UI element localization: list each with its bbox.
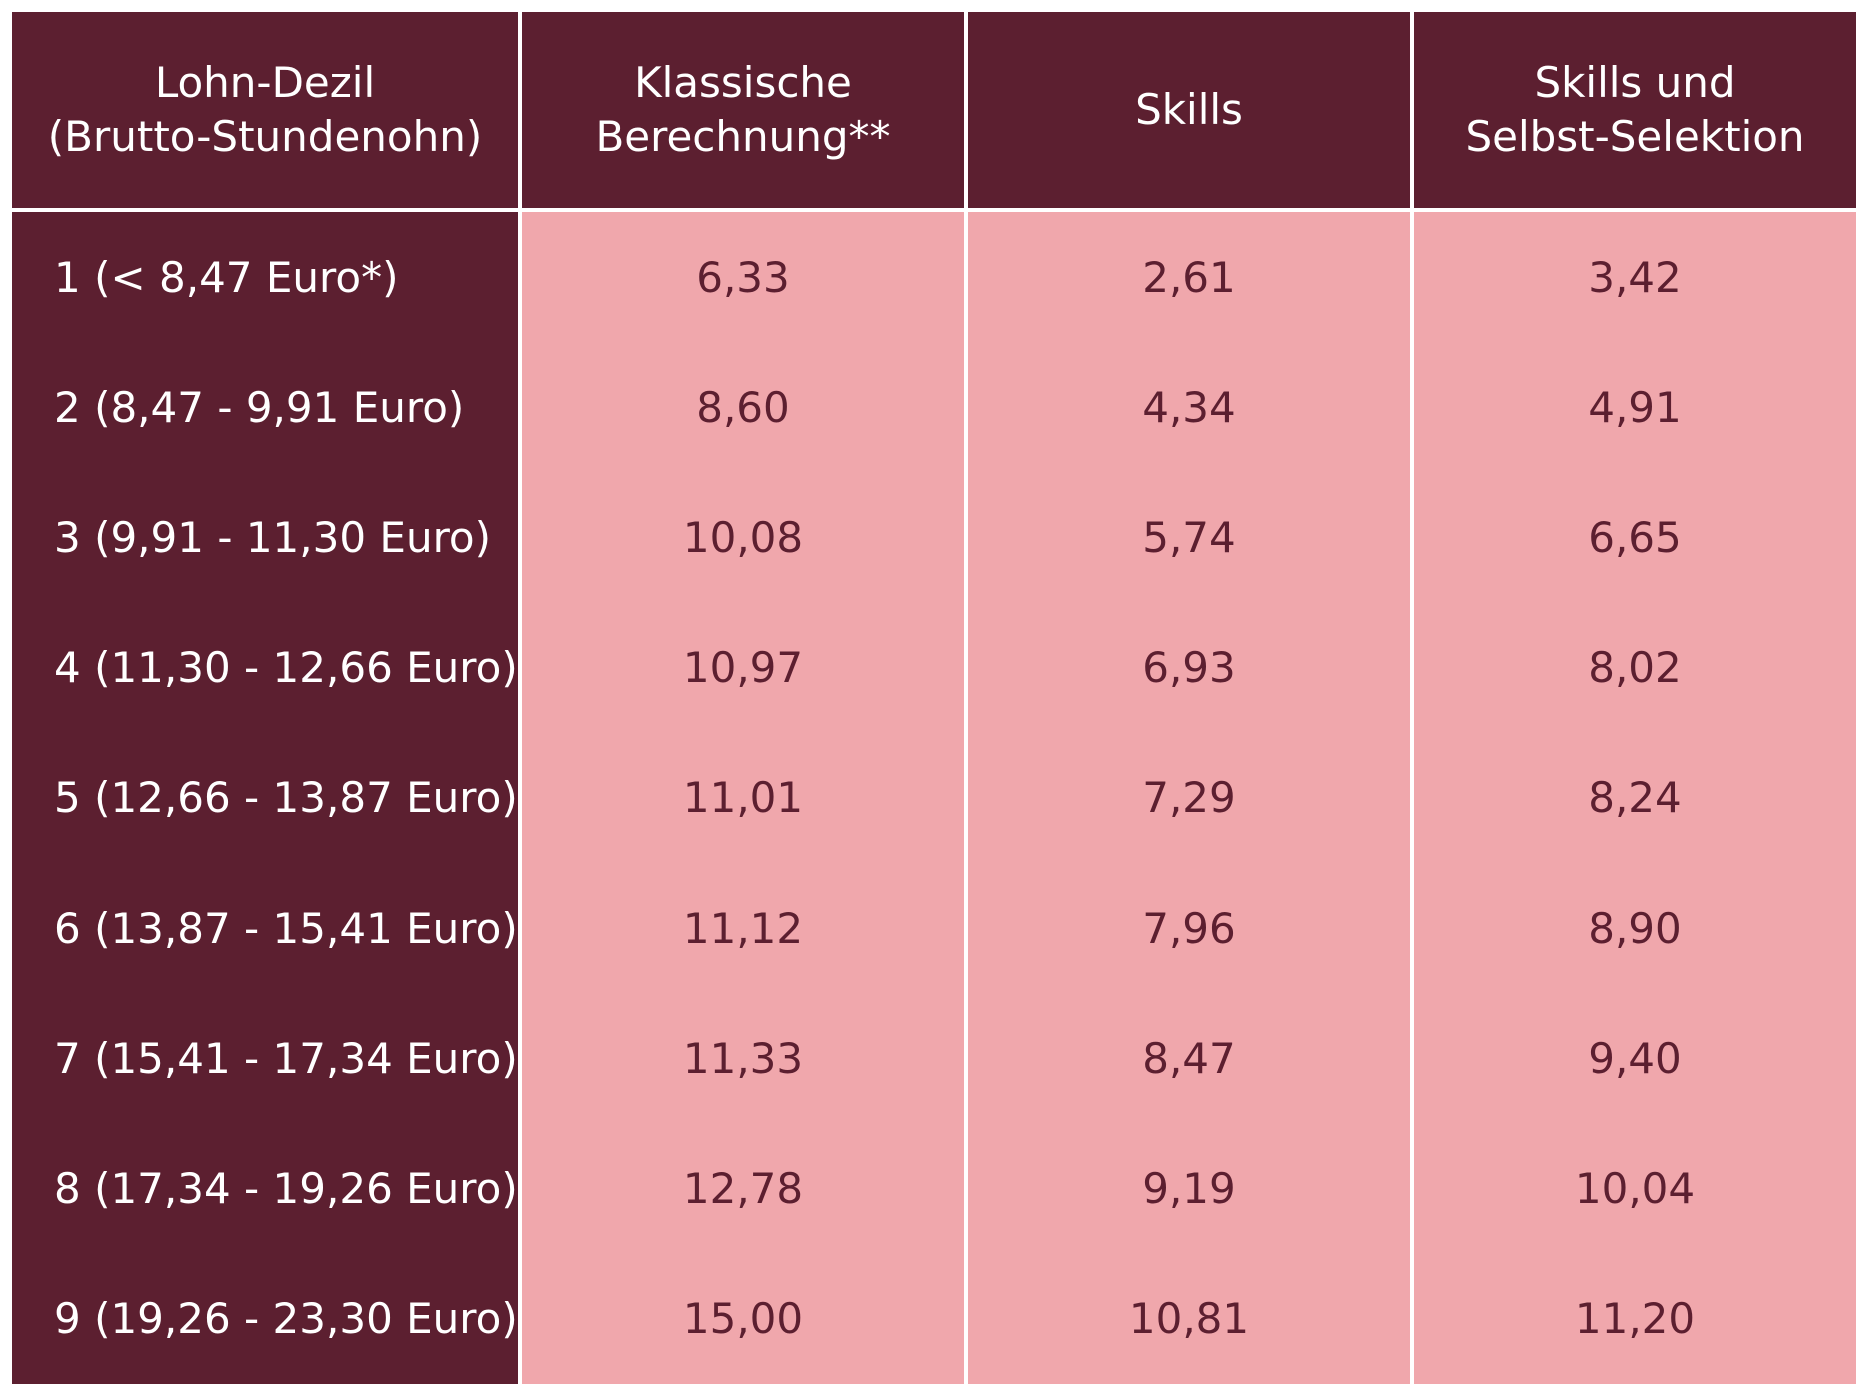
value-classic-calculation: 6,33 — [522, 212, 964, 343]
row-label-wage-decile: 8 (17,34 - 19,26 Euro) — [12, 1123, 518, 1254]
column-divider — [1410, 12, 1414, 208]
value-skills: 7,29 — [968, 732, 1410, 863]
table-row: 8 (17,34 - 19,26 Euro) 12,78 9,19 10,04 — [12, 1123, 1858, 1254]
value-skills-self-selection: 11,20 — [1414, 1253, 1856, 1384]
value-classic-calculation: 11,12 — [522, 862, 964, 994]
column-divider — [518, 342, 522, 473]
column-divider — [964, 732, 968, 863]
header-separator — [12, 208, 1858, 212]
value-skills: 6,93 — [968, 602, 1410, 733]
column-divider — [964, 472, 968, 603]
value-skills-self-selection: 4,91 — [1414, 342, 1856, 473]
column-divider — [1410, 602, 1414, 733]
row-label-wage-decile: 5 (12,66 - 13,87 Euro) — [12, 732, 518, 863]
column-divider — [964, 862, 968, 994]
column-divider — [1410, 1253, 1414, 1384]
value-classic-calculation: 11,33 — [522, 993, 964, 1124]
column-divider — [518, 12, 522, 208]
table-row: 5 (12,66 - 13,87 Euro) 11,01 7,29 8,24 — [12, 732, 1858, 863]
column-divider — [964, 342, 968, 473]
column-divider — [518, 732, 522, 863]
column-divider — [518, 1123, 522, 1254]
value-skills: 7,96 — [968, 862, 1410, 994]
row-label-wage-decile: 2 (8,47 - 9,91 Euro) — [12, 342, 518, 473]
wage-decile-table: Lohn-Dezil (Brutto-Stundenohn) Klassisch… — [12, 12, 1858, 1384]
table-header-row: Lohn-Dezil (Brutto-Stundenohn) Klassisch… — [12, 12, 1858, 208]
value-skills: 2,61 — [968, 212, 1410, 343]
column-divider — [1410, 1123, 1414, 1254]
column-divider — [1410, 342, 1414, 473]
row-label-wage-decile: 4 (11,30 - 12,66 Euro) — [12, 602, 518, 733]
column-divider — [964, 993, 968, 1124]
value-skills-self-selection: 8,90 — [1414, 862, 1856, 994]
column-divider — [518, 1253, 522, 1384]
header-skills: Skills — [968, 12, 1410, 208]
value-skills: 8,47 — [968, 993, 1410, 1124]
value-skills-self-selection: 9,40 — [1414, 993, 1856, 1124]
table-row: 6 (13,87 - 15,41 Euro) 11,12 7,96 8,90 — [12, 862, 1858, 994]
value-skills-self-selection: 10,04 — [1414, 1123, 1856, 1254]
column-divider — [1410, 472, 1414, 603]
value-classic-calculation: 15,00 — [522, 1253, 964, 1384]
value-skills-self-selection: 8,02 — [1414, 602, 1856, 733]
column-divider — [964, 12, 968, 208]
table-row: 7 (15,41 - 17,34 Euro) 11,33 8,47 9,40 — [12, 993, 1858, 1124]
value-classic-calculation: 10,97 — [522, 602, 964, 733]
column-divider — [964, 1123, 968, 1254]
column-divider — [518, 993, 522, 1124]
table-row: 3 (9,91 - 11,30 Euro) 10,08 5,74 6,65 — [12, 472, 1858, 603]
column-divider — [518, 862, 522, 994]
value-classic-calculation: 11,01 — [522, 732, 964, 863]
value-classic-calculation: 12,78 — [522, 1123, 964, 1254]
column-divider — [964, 602, 968, 733]
column-divider — [518, 472, 522, 603]
value-skills: 5,74 — [968, 472, 1410, 603]
row-label-wage-decile: 1 (< 8,47 Euro*) — [12, 212, 518, 343]
column-divider — [1410, 732, 1414, 863]
column-divider — [1410, 212, 1414, 343]
value-skills-self-selection: 3,42 — [1414, 212, 1856, 343]
row-label-wage-decile: 3 (9,91 - 11,30 Euro) — [12, 472, 518, 603]
column-divider — [518, 212, 522, 343]
row-label-wage-decile: 7 (15,41 - 17,34 Euro) — [12, 993, 518, 1124]
table-row: 4 (11,30 - 12,66 Euro) 10,97 6,93 8,02 — [12, 602, 1858, 733]
value-skills: 10,81 — [968, 1253, 1410, 1384]
table-row: 2 (8,47 - 9,91 Euro) 8,60 4,34 4,91 — [12, 342, 1858, 473]
value-classic-calculation: 8,60 — [522, 342, 964, 473]
column-divider — [964, 1253, 968, 1384]
value-skills: 9,19 — [968, 1123, 1410, 1254]
row-label-wage-decile: 9 (19,26 - 23,30 Euro) — [12, 1253, 518, 1384]
value-skills-self-selection: 8,24 — [1414, 732, 1856, 863]
header-classic-calculation: Klassische Berechnung** — [522, 12, 964, 208]
table-row: 9 (19,26 - 23,30 Euro) 15,00 10,81 11,20 — [12, 1253, 1858, 1384]
value-skills-self-selection: 6,65 — [1414, 472, 1856, 603]
table-row: 1 (< 8,47 Euro*) 6,33 2,61 3,42 — [12, 212, 1858, 343]
value-classic-calculation: 10,08 — [522, 472, 964, 603]
row-label-wage-decile: 6 (13,87 - 15,41 Euro) — [12, 862, 518, 994]
header-wage-decile: Lohn-Dezil (Brutto-Stundenohn) — [12, 12, 518, 208]
column-divider — [518, 602, 522, 733]
header-skills-self-selection: Skills und Selbst-Selektion — [1414, 12, 1856, 208]
column-divider — [964, 212, 968, 343]
value-skills: 4,34 — [968, 342, 1410, 473]
table-body: 1 (< 8,47 Euro*) 6,33 2,61 3,42 2 (8,47 - 9,… — [12, 212, 1858, 1384]
column-divider — [1410, 862, 1414, 994]
column-divider — [1410, 993, 1414, 1124]
